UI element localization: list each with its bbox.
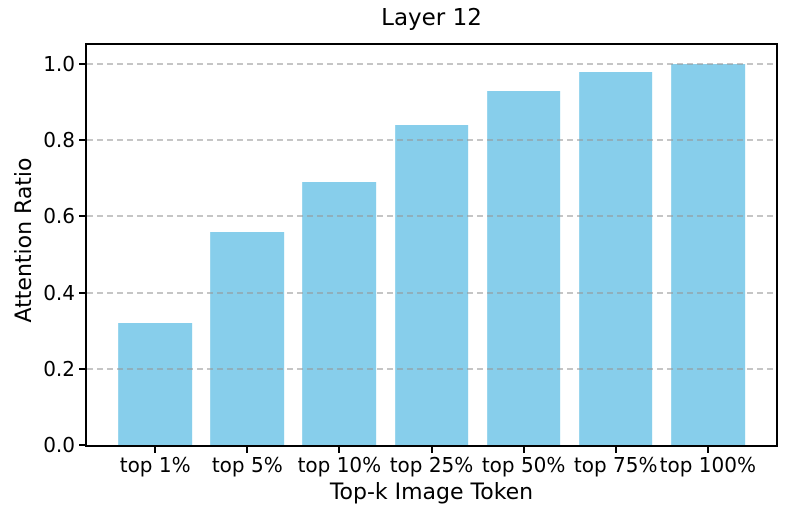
y-tick-mark xyxy=(79,367,85,370)
y-tick-mark xyxy=(79,291,85,294)
y-tick-mark xyxy=(79,63,85,66)
y-tick-label: 0.4 xyxy=(43,280,75,305)
plot-area: top 1% top 5% top 10% top 25% top 50% top 75%… xyxy=(43,43,778,476)
bar-top-25pct xyxy=(394,125,469,445)
x-tick-mark xyxy=(522,447,525,453)
bar-top-1pct xyxy=(118,323,192,445)
bar-top-75pct xyxy=(578,71,653,445)
x-tick-mark xyxy=(154,447,157,453)
x-tick-mark xyxy=(706,447,709,453)
bar-top-100pct xyxy=(670,64,745,445)
y-tick-mark xyxy=(79,215,85,218)
bar-top-10pct xyxy=(302,182,377,445)
x-tick-label: top 25% xyxy=(389,453,474,477)
x-tick-label: top 1% xyxy=(119,453,191,477)
x-tick-mark xyxy=(246,447,249,453)
x-tick-label: top 10% xyxy=(297,453,382,477)
x-tick-label: top 5% xyxy=(211,453,283,477)
y-tick-label: 0.2 xyxy=(43,356,75,381)
x-tick-label: top 75% xyxy=(573,453,658,477)
y-tick-mark xyxy=(79,139,85,142)
x-tick-mark xyxy=(338,447,341,453)
chart-title: Layer 12 xyxy=(381,5,482,31)
y-tick-mark xyxy=(79,444,85,446)
y-axis-label: Attention Ratio xyxy=(12,157,37,323)
x-tick-label: top 100% xyxy=(659,453,756,477)
y-tick-label: 1.0 xyxy=(43,52,75,77)
x-tick-label: top 50% xyxy=(481,453,566,477)
x-axis-label: Top-k Image Token xyxy=(329,480,534,505)
y-tick-label: 0.8 xyxy=(43,128,75,153)
bar-top-5pct xyxy=(210,231,285,445)
y-tick-label: 0.6 xyxy=(43,204,75,229)
x-tick-mark xyxy=(430,447,433,453)
bar-top-50pct xyxy=(486,90,561,445)
y-tick-label: 0.0 xyxy=(43,433,75,457)
x-tick-mark xyxy=(614,447,617,453)
